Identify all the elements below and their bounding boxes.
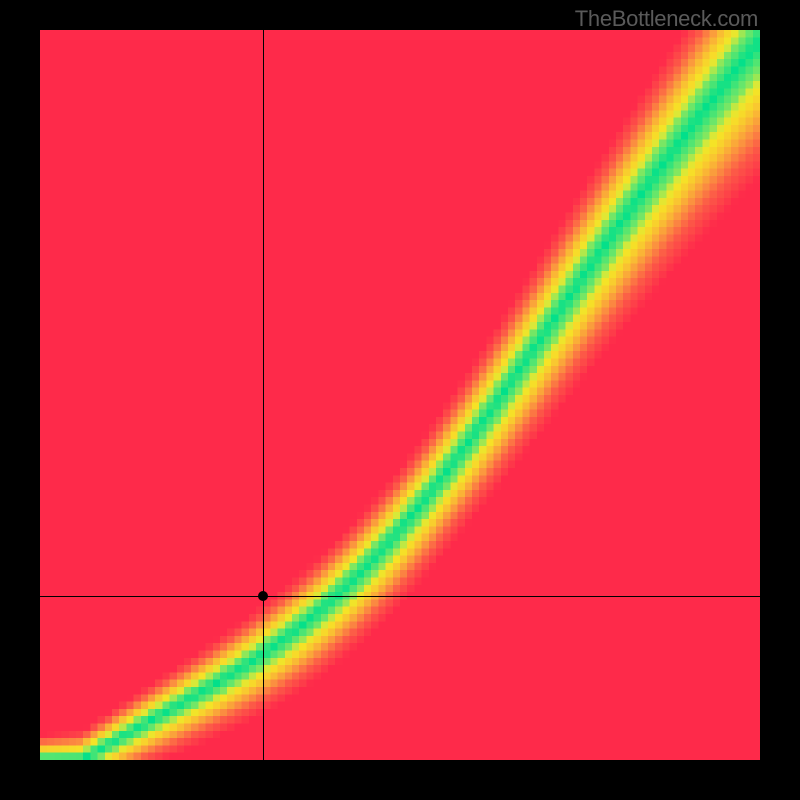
heatmap-plot-area <box>40 30 760 760</box>
crosshair-horizontal <box>40 596 760 597</box>
watermark-text: TheBottleneck.com <box>575 6 758 32</box>
crosshair-marker <box>258 591 268 601</box>
heatmap-canvas <box>40 30 760 760</box>
crosshair-vertical <box>263 30 264 760</box>
